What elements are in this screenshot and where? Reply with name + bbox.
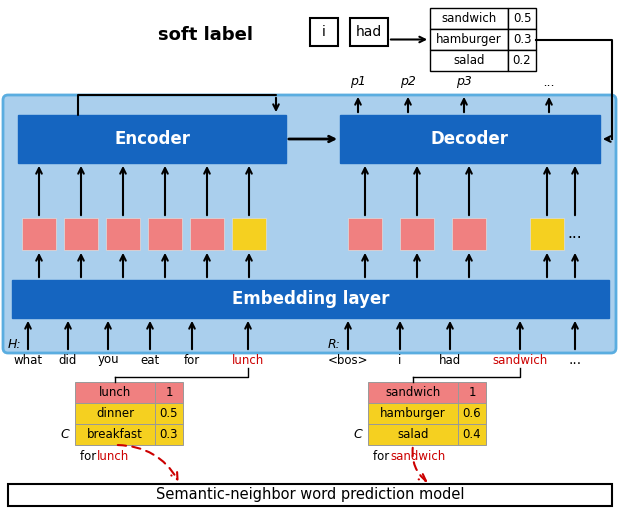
Bar <box>190 218 224 250</box>
Text: sandwich: sandwich <box>441 12 497 25</box>
Bar <box>310 18 338 46</box>
Bar <box>430 50 508 71</box>
Text: hamburger: hamburger <box>436 33 502 46</box>
Text: ...: ... <box>569 353 582 367</box>
Text: breakfast: breakfast <box>87 428 143 441</box>
Text: i: i <box>398 354 402 366</box>
Bar <box>8 484 612 506</box>
Bar <box>368 424 458 445</box>
Text: H:: H: <box>8 338 22 352</box>
Text: lunch: lunch <box>232 354 264 366</box>
Bar <box>458 424 486 445</box>
Bar <box>368 403 458 424</box>
Text: C: C <box>61 428 69 441</box>
Text: for: for <box>184 354 200 366</box>
Text: p3: p3 <box>456 76 472 88</box>
Text: Embedding layer: Embedding layer <box>232 290 389 308</box>
Text: Encoder: Encoder <box>114 130 190 148</box>
Bar <box>155 424 183 445</box>
Text: what: what <box>14 354 43 366</box>
Bar <box>18 115 286 163</box>
Bar <box>348 218 382 250</box>
Bar <box>340 115 600 163</box>
Text: 0.4: 0.4 <box>463 428 481 441</box>
Text: ...: ... <box>543 76 555 88</box>
FancyBboxPatch shape <box>3 95 616 353</box>
Bar <box>400 218 434 250</box>
Text: Decoder: Decoder <box>431 130 509 148</box>
Text: salad: salad <box>397 428 429 441</box>
Bar <box>232 218 266 250</box>
Text: <bos>: <bos> <box>328 354 368 366</box>
Bar <box>155 382 183 403</box>
Bar <box>508 50 536 71</box>
Text: soft label: soft label <box>157 26 252 44</box>
Text: 0.5: 0.5 <box>160 407 179 420</box>
Text: sandwich: sandwich <box>386 386 441 399</box>
Text: dinner: dinner <box>96 407 134 420</box>
Bar <box>22 218 56 250</box>
Text: p1: p1 <box>350 76 366 88</box>
Bar <box>430 29 508 50</box>
Text: sandwich: sandwich <box>390 451 445 463</box>
Bar <box>12 280 609 318</box>
Text: for: for <box>373 451 393 463</box>
Text: lunch: lunch <box>97 451 129 463</box>
Bar <box>508 29 536 50</box>
Text: R:: R: <box>328 338 341 352</box>
Bar <box>350 18 388 46</box>
Bar <box>75 424 155 445</box>
Text: C: C <box>353 428 362 441</box>
Text: 0.5: 0.5 <box>513 12 531 25</box>
Bar <box>75 403 155 424</box>
Text: Semantic-neighbor word prediction model: Semantic-neighbor word prediction model <box>156 488 464 502</box>
Text: 1: 1 <box>166 386 173 399</box>
Bar <box>106 218 140 250</box>
Text: 1: 1 <box>468 386 476 399</box>
Bar <box>430 8 508 29</box>
Text: hamburger: hamburger <box>380 407 446 420</box>
Bar <box>530 218 564 250</box>
Text: 0.3: 0.3 <box>160 428 179 441</box>
Bar <box>458 382 486 403</box>
Bar <box>452 218 486 250</box>
Text: lunch: lunch <box>99 386 131 399</box>
Text: i: i <box>322 25 326 39</box>
Text: 0.2: 0.2 <box>513 54 531 67</box>
Bar <box>148 218 182 250</box>
Bar <box>75 382 155 403</box>
Text: eat: eat <box>140 354 159 366</box>
Bar <box>458 403 486 424</box>
Text: 0.3: 0.3 <box>513 33 531 46</box>
Text: for: for <box>80 451 100 463</box>
Bar <box>508 8 536 29</box>
Text: had: had <box>356 25 382 39</box>
Text: did: did <box>59 354 77 366</box>
Text: ...: ... <box>568 227 582 241</box>
Text: you: you <box>97 354 119 366</box>
Text: had: had <box>439 354 461 366</box>
Bar <box>155 403 183 424</box>
Text: 0.6: 0.6 <box>463 407 481 420</box>
Text: sandwich: sandwich <box>492 354 547 366</box>
Bar <box>368 382 458 403</box>
Bar <box>64 218 98 250</box>
Text: salad: salad <box>453 54 485 67</box>
Text: p2: p2 <box>400 76 416 88</box>
